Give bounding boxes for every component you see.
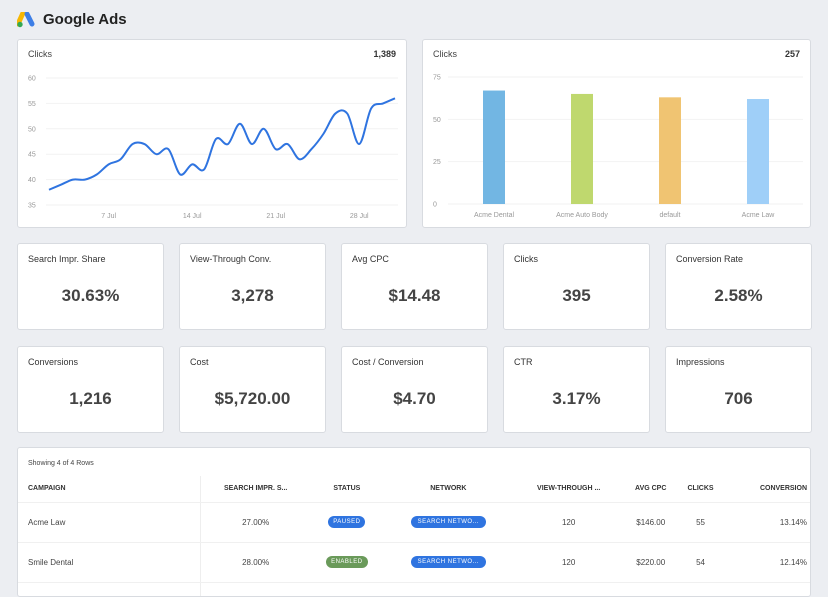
- kpi-card: Avg CPC $14.48: [341, 243, 488, 330]
- y-tick-label: 25: [433, 159, 441, 166]
- column-header[interactable]: CAMPAIGN: [18, 476, 200, 502]
- bar: [483, 91, 505, 204]
- kpi-card: Impressions 706: [665, 346, 812, 433]
- kpi-label: Conversions: [28, 357, 78, 367]
- search-impr-share: 27.00%: [200, 502, 311, 542]
- kpi-value: 1,216: [18, 389, 163, 409]
- kpi-label: Cost / Conversion: [352, 357, 424, 367]
- avg-cpc: $146.00: [624, 502, 678, 542]
- campaign-name[interactable]: Smile Dental: [18, 542, 200, 582]
- status-badge: PAUSED: [328, 516, 365, 528]
- kpi-card: Cost / Conversion $4.70: [341, 346, 488, 433]
- column-header[interactable]: CLICKS: [678, 476, 723, 502]
- clicks: 55: [678, 502, 723, 542]
- kpi-label: Clicks: [514, 254, 538, 264]
- app-header: Google Ads: [17, 11, 127, 28]
- column-header[interactable]: AVG CPC: [624, 476, 678, 502]
- kpi-card: Clicks 395: [503, 243, 650, 330]
- view-through: 120: [514, 502, 624, 542]
- x-tick-label: Acme Auto Body: [556, 212, 608, 219]
- kpi-value: 706: [666, 389, 811, 409]
- y-tick-label: 50: [433, 117, 441, 124]
- y-tick-label: 55: [28, 101, 36, 108]
- row-count: Showing 4 of 4 Rows: [28, 460, 94, 467]
- kpi-card: Cost $5,720.00: [179, 346, 326, 433]
- x-tick-label: default: [659, 212, 680, 219]
- bar-chart: 0 25 50 75 Acme Dental Acme Auto Body default A…: [423, 40, 812, 229]
- x-tick-label: 21 Jul: [266, 213, 285, 220]
- conversion: 12.14%: [723, 542, 810, 582]
- y-tick-label: 0: [433, 202, 437, 209]
- kpi-value: 3.17%: [504, 389, 649, 409]
- kpi-value: 3,278: [180, 286, 325, 306]
- clicks: 54: [678, 542, 723, 582]
- bar: [659, 97, 681, 204]
- y-tick-label: 75: [433, 75, 441, 82]
- x-tick-label: 7 Jul: [101, 213, 116, 220]
- kpi-card: Conversion Rate 2.58%: [665, 243, 812, 330]
- kpi-label: View-Through Conv.: [190, 254, 271, 264]
- kpi-card: CTR 3.17%: [503, 346, 650, 433]
- x-tick-label: Acme Law: [742, 212, 776, 219]
- google-ads-logo: [17, 12, 35, 28]
- kpi-card: View-Through Conv. 3,278: [179, 243, 326, 330]
- campaign-name[interactable]: Acme Law: [18, 502, 200, 542]
- y-tick-label: 50: [28, 126, 36, 133]
- column-header[interactable]: CONVERSION: [723, 476, 810, 502]
- kpi-label: Conversion Rate: [676, 254, 743, 264]
- kpi-label: Avg CPC: [352, 254, 389, 264]
- kpi-label: CTR: [514, 357, 533, 367]
- network-badge: SEARCH NETWO...: [411, 556, 487, 568]
- x-tick-label: 28 Jul: [350, 213, 369, 220]
- line-series: [49, 98, 395, 189]
- y-tick-label: 40: [28, 177, 36, 184]
- kpi-value: 395: [504, 286, 649, 306]
- kpi-label: Search Impr. Share: [28, 254, 106, 264]
- bar: [747, 99, 769, 204]
- column-header[interactable]: SEARCH IMPR. S...: [200, 476, 311, 502]
- line-chart: 35 40 45 50 55 60 7 Jul 14 Jul 21 Jul 28 Jul: [18, 40, 408, 229]
- kpi-value: 2.58%: [666, 286, 811, 306]
- kpi-card: Search Impr. Share 30.63%: [17, 243, 164, 330]
- avg-cpc: $220.00: [624, 542, 678, 582]
- y-tick-label: 60: [28, 76, 36, 83]
- x-tick-label: Acme Dental: [474, 212, 515, 219]
- x-tick-label: 14 Jul: [183, 213, 202, 220]
- column-header[interactable]: NETWORK: [383, 476, 514, 502]
- kpi-value: $14.48: [342, 286, 487, 306]
- column-header[interactable]: VIEW-THROUGH ...: [514, 476, 624, 502]
- kpi-value: 30.63%: [18, 286, 163, 306]
- y-tick-label: 35: [28, 203, 36, 210]
- conversion: 13.14%: [723, 502, 810, 542]
- view-through: 120: [514, 542, 624, 582]
- status-badge: ENABLED: [326, 556, 368, 568]
- app-title: Google Ads: [43, 11, 127, 28]
- column-header[interactable]: STATUS: [311, 476, 383, 502]
- search-impr-share: 28.00%: [200, 542, 311, 582]
- kpi-value: $4.70: [342, 389, 487, 409]
- kpi-label: Impressions: [676, 357, 725, 367]
- kpi-label: Cost: [190, 357, 209, 367]
- kpi-value: $5,720.00: [180, 389, 325, 409]
- y-tick-label: 45: [28, 152, 36, 159]
- kpi-card: Conversions 1,216: [17, 346, 164, 433]
- network-badge: SEARCH NETWO...: [411, 516, 487, 528]
- bar: [571, 94, 593, 204]
